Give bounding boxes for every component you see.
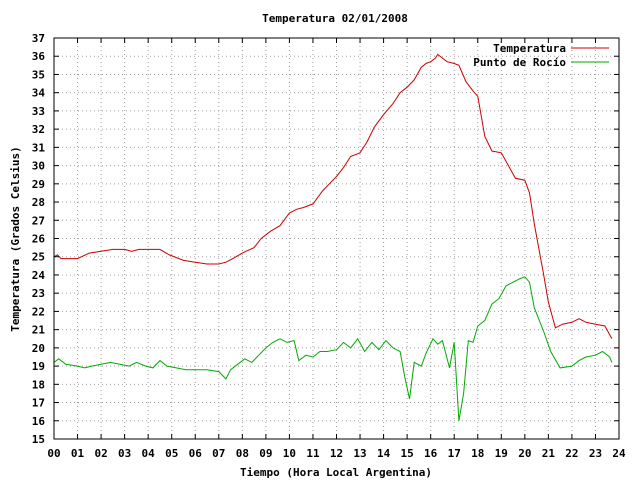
temperatura-line <box>53 53 613 340</box>
y-tick-label: 27 <box>32 214 45 227</box>
y-tick-label: 37 <box>32 32 45 45</box>
y-tick-label: 31 <box>32 141 46 154</box>
y-tick-label: 24 <box>32 269 46 282</box>
x-tick-label: 05 <box>165 447 178 460</box>
x-tick-label: 17 <box>448 447 461 460</box>
x-tick-label: 23 <box>589 447 602 460</box>
x-tick-label: 01 <box>71 447 85 460</box>
series-layer <box>53 53 613 421</box>
y-tick-label: 29 <box>32 178 45 191</box>
y-tick-label: 25 <box>32 251 45 264</box>
y-tick-label: 21 <box>32 324 46 337</box>
x-tick-label: 14 <box>377 447 391 460</box>
y-tick-label: 20 <box>32 342 45 355</box>
x-tick-label: 13 <box>353 447 366 460</box>
y-tick-label: 23 <box>32 287 45 300</box>
x-tick-label: 20 <box>518 447 531 460</box>
x-tick-label: 16 <box>424 447 438 460</box>
y-tick-label: 15 <box>32 433 45 446</box>
y-tick-label: 17 <box>32 397 45 410</box>
x-tick-label: 21 <box>542 447 556 460</box>
y-tick-label: 28 <box>32 196 45 209</box>
x-axis-label: Tiempo (Hora Local Argentina) <box>240 466 432 479</box>
x-tick-label: 12 <box>330 447 343 460</box>
x-tick-label: 02 <box>94 447 107 460</box>
y-tick-label: 32 <box>32 123 45 136</box>
x-tick-label: 18 <box>471 447 484 460</box>
x-tick-label: 07 <box>212 447 225 460</box>
y-tick-label: 18 <box>32 378 45 391</box>
x-tick-label: 19 <box>495 447 508 460</box>
y-tick-label: 34 <box>32 87 46 100</box>
x-tick-label: 22 <box>565 447 578 460</box>
x-tick-label: 00 <box>47 447 60 460</box>
legend-label: Punto de Rocío <box>473 56 566 69</box>
y-axis-label: Temperatura (Grados Celsius) <box>9 146 22 331</box>
grid <box>54 38 619 439</box>
x-tick-label: 15 <box>401 447 414 460</box>
y-tick-label: 22 <box>32 305 45 318</box>
x-tick-label: 10 <box>283 447 296 460</box>
y-tick-label: 19 <box>32 360 45 373</box>
chart-title: Temperatura 02/01/2008 <box>262 12 408 25</box>
y-tick-label: 30 <box>32 160 45 173</box>
y-tick-label: 36 <box>32 50 46 63</box>
x-tick-label: 11 <box>306 447 320 460</box>
x-tick-label: 09 <box>259 447 272 460</box>
y-tick-labels: 15 16 17 18 19 20 21 22 23 24 25 26 27 28 29 30 31 32 33 34… <box>32 32 46 446</box>
x-tick-label: 03 <box>118 447 131 460</box>
y-tick-label: 16 <box>32 415 46 428</box>
y-tick-label: 26 <box>32 233 46 246</box>
ticks <box>53 37 620 440</box>
punto-de-rocio-line <box>53 276 613 421</box>
x-tick-label: 04 <box>142 447 156 460</box>
legend-label: Temperatura <box>493 42 566 55</box>
y-tick-label: 35 <box>32 68 45 81</box>
x-tick-label: 24 <box>612 447 626 460</box>
x-tick-labels: 00 01 02 03 04 05 06 07 08 09 10 11 12 13 14 15 16 17 18 19… <box>47 447 626 460</box>
y-tick-label: 33 <box>32 105 45 118</box>
x-tick-label: 08 <box>236 447 249 460</box>
x-tick-label: 06 <box>189 447 203 460</box>
